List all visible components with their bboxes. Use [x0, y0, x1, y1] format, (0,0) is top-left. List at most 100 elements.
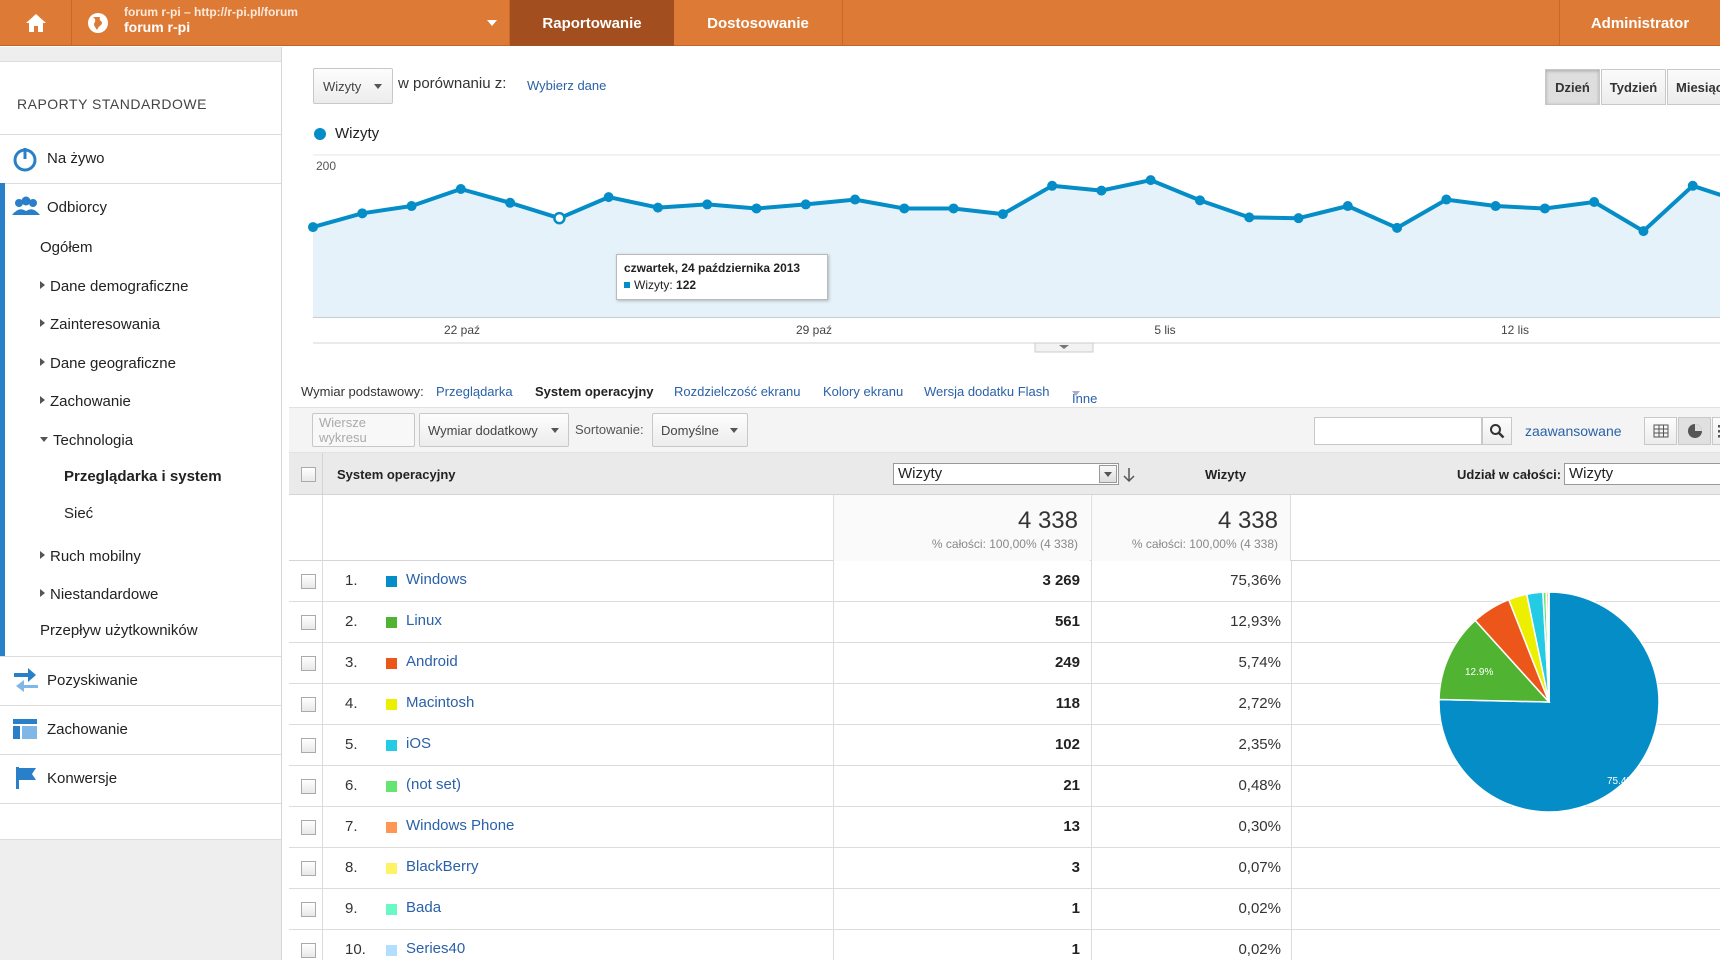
dimension-colors[interactable]: Kolory ekranu [823, 384, 904, 399]
data-point[interactable] [1047, 180, 1058, 191]
data-point[interactable] [1589, 196, 1600, 207]
period-day-button[interactable]: Dzień [1545, 69, 1600, 105]
row-checkbox[interactable] [301, 574, 316, 589]
data-point[interactable] [1293, 213, 1304, 224]
table-row[interactable]: 2. Linux 561 12,93% [289, 602, 1720, 643]
os-name-link[interactable]: Windows [406, 571, 467, 588]
table-row[interactable]: 7. Windows Phone 13 0,30% [289, 807, 1720, 848]
data-point[interactable] [1441, 194, 1452, 205]
data-point[interactable] [1687, 180, 1698, 191]
column-header-os[interactable]: System operacyjny [337, 467, 456, 482]
dimension-browser[interactable]: Przeglądarka [436, 384, 513, 399]
table-row[interactable]: 9. Bada 1 0,02% [289, 889, 1720, 930]
table-search-input[interactable] [1314, 417, 1482, 445]
data-point[interactable] [652, 202, 663, 213]
table-row[interactable]: 10. Series40 1 0,02% [289, 930, 1720, 960]
search-button[interactable] [1482, 417, 1512, 445]
data-point[interactable] [1638, 226, 1649, 237]
dimension-os[interactable]: System operacyjny [535, 384, 654, 399]
sidebar-item-overview[interactable]: Ogółem [40, 239, 93, 256]
data-point[interactable] [455, 184, 466, 195]
os-name-link[interactable]: BlackBerry [406, 858, 479, 875]
sidebar-item-geo[interactable]: Dane geograficzne [40, 355, 176, 372]
row-checkbox[interactable] [301, 738, 316, 753]
dimension-resolution[interactable]: Rozdzielczość ekranu [674, 384, 801, 399]
os-name-link[interactable]: iOS [406, 735, 432, 752]
secondary-dimension-select[interactable]: Wymiar dodatkowy [419, 413, 569, 447]
data-point[interactable] [1539, 203, 1550, 214]
sidebar-item-mobile[interactable]: Ruch mobilny [40, 548, 141, 565]
data-point[interactable] [603, 192, 614, 203]
sidebar-item-conversions[interactable]: Konwersje [47, 770, 118, 787]
table-row[interactable]: 1. Windows 3 269 75,36% [289, 561, 1720, 602]
data-point[interactable] [1194, 195, 1205, 206]
row-checkbox[interactable] [301, 656, 316, 671]
sidebar-item-technology[interactable]: Technologia [40, 432, 133, 449]
table-row[interactable]: 6. (not set) 21 0,48% [289, 766, 1720, 807]
data-point[interactable] [1244, 212, 1255, 223]
sidebar-item-users-flow[interactable]: Przepływ użytkowników [40, 622, 198, 639]
data-point[interactable] [800, 199, 811, 210]
data-point[interactable] [751, 203, 762, 214]
row-checkbox[interactable] [301, 615, 316, 630]
advanced-filter-link[interactable]: zaawansowane [1525, 423, 1622, 439]
row-checkbox[interactable] [301, 861, 316, 876]
data-point[interactable] [1145, 175, 1156, 186]
chart-legend[interactable]: Wizyty [335, 125, 380, 142]
row-checkbox[interactable] [301, 820, 316, 835]
table-row[interactable]: 4. Macintosh 118 2,72% [289, 684, 1720, 725]
period-week-button[interactable]: Tydzień [1601, 69, 1666, 105]
row-checkbox[interactable] [301, 697, 316, 712]
sidebar-item-acquisition[interactable]: Pozyskiwanie [47, 672, 138, 689]
share-metric-select[interactable]: Wizyty [1564, 463, 1720, 485]
admin-link[interactable]: Administrator [1559, 0, 1720, 46]
sidebar-item-custom[interactable]: Niestandardowe [40, 586, 158, 603]
sort-down-arrow-icon[interactable] [1123, 467, 1135, 483]
table-row[interactable]: 8. BlackBerry 3 0,07% [289, 848, 1720, 889]
row-checkbox[interactable] [301, 779, 316, 794]
data-point[interactable] [997, 209, 1008, 220]
os-name-link[interactable]: Series40 [406, 940, 466, 957]
os-name-link[interactable]: (not set) [406, 776, 462, 793]
sidebar-item-audience[interactable]: Odbiorcy [47, 199, 108, 216]
table-row[interactable]: 3. Android 249 5,74% [289, 643, 1720, 684]
pie-slice[interactable] [1438, 619, 1551, 703]
plot-rows-button[interactable]: Wiersze wykresu [312, 413, 415, 447]
data-point[interactable] [357, 208, 368, 219]
metric-column-select[interactable]: Wizyty [893, 463, 1119, 485]
dimension-flash[interactable]: Wersja dodatku Flash [924, 384, 1050, 399]
account-selector[interactable]: forum r-pi – http://r-pi.pl/forum forum … [72, 0, 510, 46]
pie-view-button[interactable] [1678, 417, 1711, 445]
data-point[interactable] [406, 201, 417, 212]
data-point[interactable] [850, 194, 861, 205]
data-point[interactable] [1096, 185, 1107, 196]
data-point[interactable] [1490, 201, 1501, 212]
sort-select[interactable]: Domyślne [652, 413, 748, 447]
data-point[interactable] [1392, 222, 1403, 233]
data-point[interactable] [948, 203, 959, 214]
column-header-visits[interactable]: Wizyty [1205, 467, 1247, 482]
table-view-button[interactable] [1644, 417, 1677, 445]
sidebar-item-behavior[interactable]: Zachowanie [47, 721, 128, 738]
choose-data-link[interactable]: Wybierz dane [527, 78, 607, 93]
os-name-link[interactable]: Macintosh [406, 694, 475, 711]
sidebar-item-behavior-sub[interactable]: Zachowanie [40, 393, 131, 410]
data-point[interactable] [308, 222, 318, 233]
row-checkbox[interactable] [301, 902, 316, 917]
sidebar-item-network[interactable]: Sieć [64, 505, 94, 522]
os-name-link[interactable]: Windows Phone [406, 817, 515, 834]
os-name-link[interactable]: Linux [406, 612, 442, 629]
tab-customization[interactable]: Dostosowanie [674, 0, 843, 46]
sidebar-item-interests[interactable]: Zainteresowania [40, 316, 160, 333]
tab-reporting[interactable]: Raportowanie [510, 0, 674, 46]
home-button[interactable] [0, 0, 72, 46]
data-point[interactable] [1342, 201, 1353, 212]
sidebar-item-demographics[interactable]: Dane demograficzne [40, 278, 188, 295]
os-name-link[interactable]: Bada [406, 899, 442, 916]
data-point[interactable] [505, 197, 516, 208]
metric-select[interactable]: Wizyty [313, 68, 393, 104]
data-point[interactable] [899, 203, 910, 214]
table-row[interactable]: 5. iOS 102 2,35% [289, 725, 1720, 766]
period-month-button[interactable]: Miesiąc [1667, 69, 1720, 105]
list-view-button[interactable] [1712, 417, 1720, 445]
